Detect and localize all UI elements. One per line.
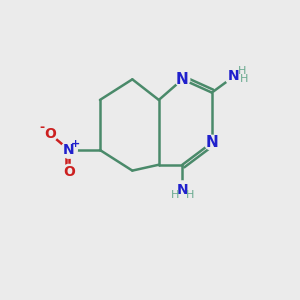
Text: H: H bbox=[186, 190, 194, 200]
Text: O: O bbox=[44, 127, 56, 141]
Text: N: N bbox=[177, 183, 188, 197]
Text: N: N bbox=[176, 72, 189, 87]
Circle shape bbox=[205, 135, 219, 150]
Circle shape bbox=[61, 164, 77, 180]
Text: N: N bbox=[63, 143, 75, 157]
Circle shape bbox=[225, 68, 243, 85]
Text: H: H bbox=[171, 190, 179, 200]
Text: -: - bbox=[39, 122, 44, 134]
Text: H: H bbox=[238, 66, 246, 76]
Text: N: N bbox=[206, 135, 218, 150]
Text: +: + bbox=[71, 139, 80, 148]
Circle shape bbox=[174, 181, 191, 199]
Circle shape bbox=[42, 126, 58, 142]
Text: H: H bbox=[240, 74, 248, 84]
Text: O: O bbox=[63, 165, 75, 179]
Circle shape bbox=[175, 72, 190, 87]
Circle shape bbox=[61, 142, 77, 158]
Text: N: N bbox=[228, 69, 240, 83]
